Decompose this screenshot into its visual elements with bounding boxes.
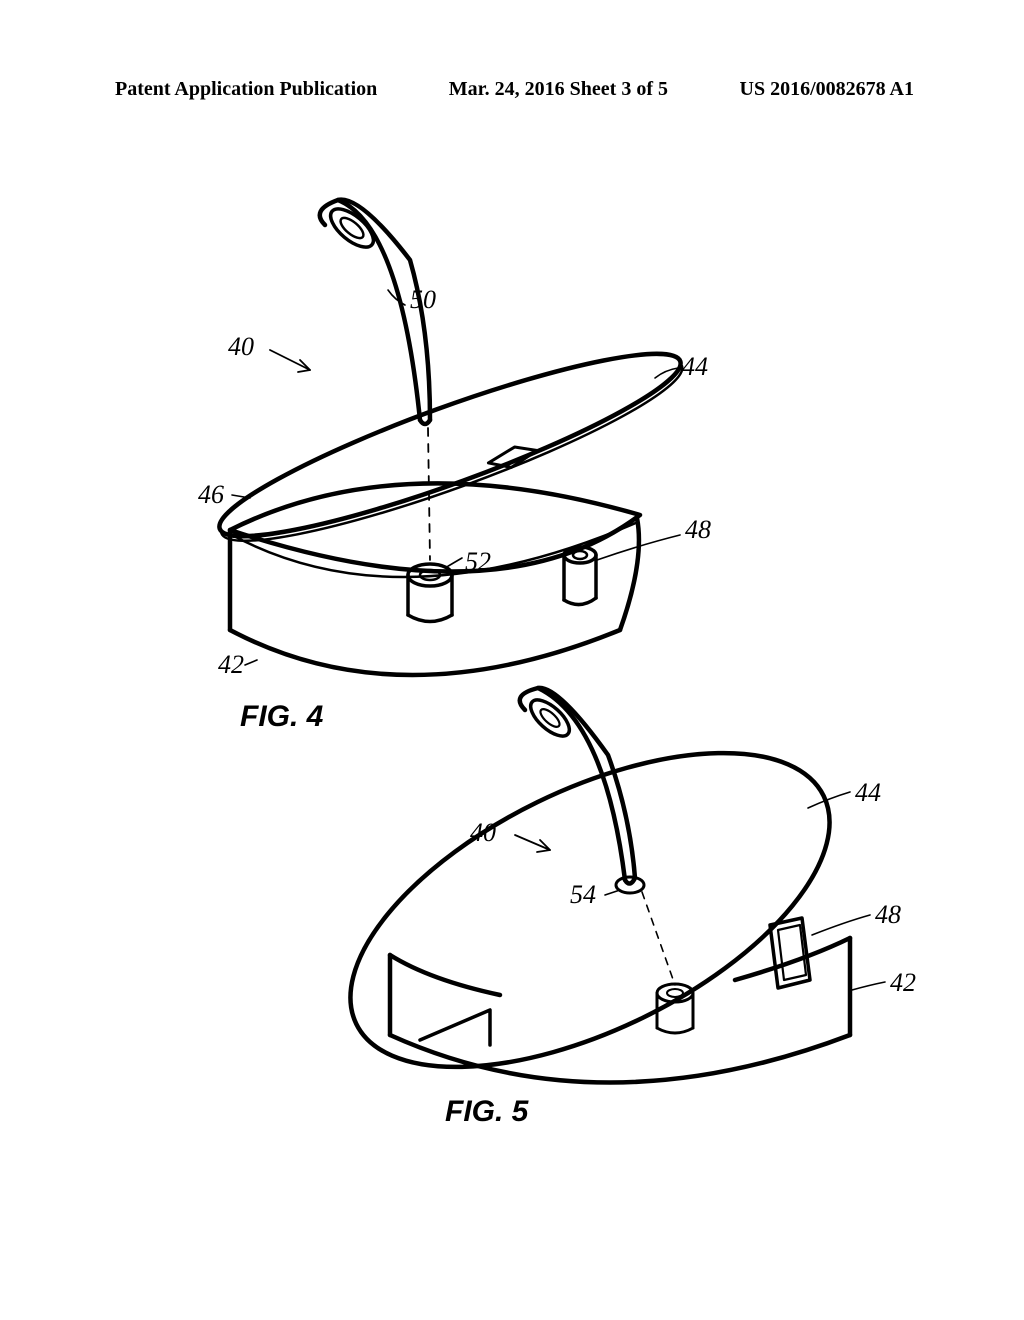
fig5-ref-54: 54 bbox=[570, 880, 596, 910]
fig4-ref-46: 46 bbox=[198, 480, 224, 510]
fig4-drawing bbox=[207, 200, 695, 675]
fig5-ref-40: 40 bbox=[470, 818, 496, 848]
fig5-caption: FIG. 5 bbox=[445, 1095, 528, 1129]
fig4-caption: FIG. 4 bbox=[240, 700, 323, 734]
fig4-ref-44: 44 bbox=[682, 352, 708, 382]
fig4-ref-50: 50 bbox=[410, 285, 436, 315]
fig5-ref-48: 48 bbox=[875, 900, 901, 930]
fig4-ref-52: 52 bbox=[465, 547, 491, 577]
fig4-ref-48: 48 bbox=[685, 515, 711, 545]
fig4-ref-40: 40 bbox=[228, 332, 254, 362]
fig5-ref-42: 42 bbox=[890, 968, 916, 998]
fig5-ref-44: 44 bbox=[855, 778, 881, 808]
fig4-ref-42: 42 bbox=[218, 650, 244, 680]
